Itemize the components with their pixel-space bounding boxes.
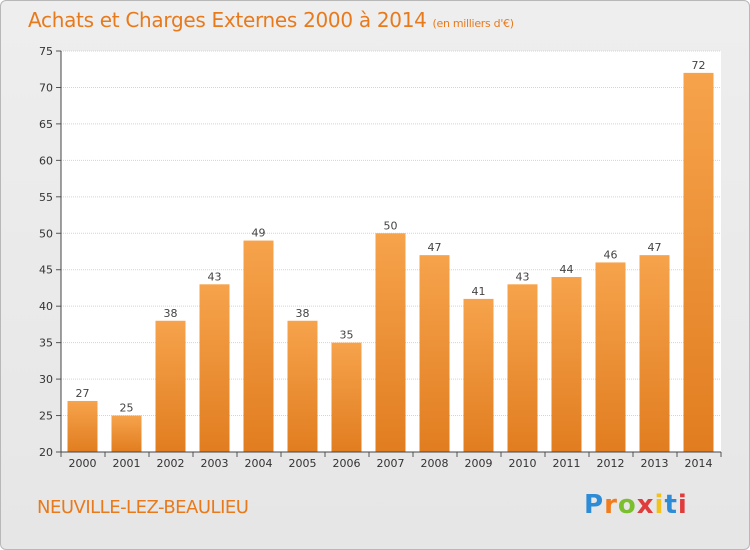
bar-value-label: 43 <box>208 270 222 283</box>
bar-value-label: 46 <box>604 248 618 261</box>
bar <box>111 415 142 452</box>
logo-letter: i <box>677 490 688 520</box>
bar-value-label: 35 <box>340 329 354 342</box>
x-tick-label: 2014 <box>685 457 713 470</box>
bar <box>199 284 230 452</box>
y-tick-label: 35 <box>39 337 53 350</box>
logo-letter: t <box>664 490 678 520</box>
bar <box>331 342 362 452</box>
x-tick-label: 2000 <box>69 457 97 470</box>
logo-letter: i <box>654 490 665 520</box>
y-tick-label: 40 <box>39 300 53 313</box>
bar-value-label: 43 <box>516 270 530 283</box>
bar <box>507 284 538 452</box>
town-name: NEUVILLE-LEZ-BEAULIEU <box>37 497 249 518</box>
y-tick-label: 75 <box>39 45 53 58</box>
bar-value-label: 38 <box>296 307 310 320</box>
bar <box>375 233 406 452</box>
y-tick-label: 50 <box>39 227 53 240</box>
logo-letter: r <box>604 490 618 520</box>
bar-value-label: 72 <box>692 59 706 72</box>
x-tick-label: 2005 <box>289 457 317 470</box>
x-tick-label: 2001 <box>113 457 141 470</box>
y-tick-label: 70 <box>39 81 53 94</box>
bar-value-label: 25 <box>120 402 134 415</box>
proxiti-logo: Proxiti <box>584 490 688 520</box>
x-tick-label: 2007 <box>377 457 405 470</box>
chart-subtitle: (en milliers d'€) <box>432 17 514 30</box>
bar <box>595 262 626 452</box>
x-tick-label: 2010 <box>509 457 537 470</box>
y-tick-label: 20 <box>39 446 53 459</box>
bar-value-label: 50 <box>384 219 398 232</box>
x-tick-label: 2011 <box>553 457 581 470</box>
x-tick-label: 2013 <box>641 457 669 470</box>
chart-title: Achats et Charges Externes 2000 à 2014 (e… <box>28 8 514 32</box>
bar-value-label: 49 <box>252 227 266 240</box>
x-tick-label: 2008 <box>421 457 449 470</box>
bar <box>419 255 450 452</box>
bar-value-label: 47 <box>428 241 442 254</box>
bar <box>463 298 494 452</box>
bar-value-label: 47 <box>648 241 662 254</box>
x-tick-label: 2004 <box>245 457 273 470</box>
y-tick-label: 60 <box>39 154 53 167</box>
y-tick-label: 25 <box>39 410 53 423</box>
y-tick-label: 45 <box>39 264 53 277</box>
chart-title-text: Achats et Charges Externes 2000 à 2014 <box>28 8 427 32</box>
bar <box>551 277 582 452</box>
x-tick-label: 2009 <box>465 457 493 470</box>
y-tick-label: 30 <box>39 373 53 386</box>
bar <box>67 400 98 452</box>
bar-value-label: 41 <box>472 285 486 298</box>
y-tick-label: 55 <box>39 191 53 204</box>
logo-letter: o <box>617 490 637 520</box>
bar <box>683 72 714 452</box>
x-tick-label: 2012 <box>597 457 625 470</box>
bar-value-label: 38 <box>164 307 178 320</box>
logo-letter: x <box>636 490 655 520</box>
x-tick-label: 2003 <box>201 457 229 470</box>
bar-value-label: 44 <box>560 263 574 276</box>
bar <box>639 255 670 452</box>
bar <box>155 320 186 452</box>
x-tick-label: 2006 <box>333 457 361 470</box>
bar <box>243 240 274 452</box>
x-tick-label: 2002 <box>157 457 185 470</box>
y-tick-label: 65 <box>39 118 53 131</box>
bar-value-label: 27 <box>76 387 90 400</box>
bar <box>287 320 318 452</box>
logo-letter: P <box>584 490 605 520</box>
